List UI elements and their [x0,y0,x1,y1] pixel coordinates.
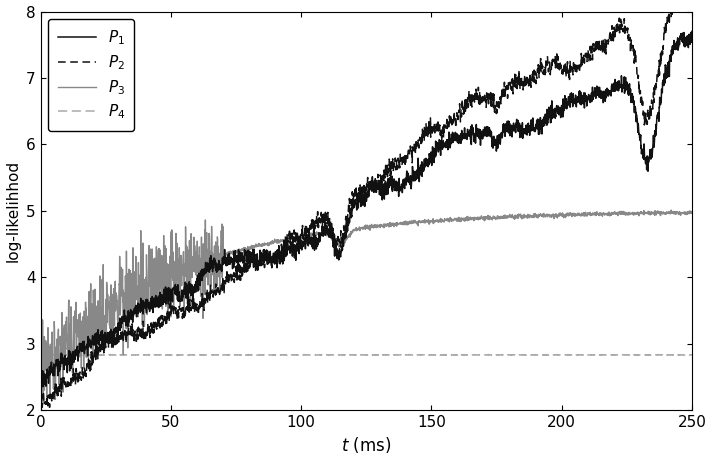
$P_1$ [51,373,59,378]
$P_4$ [106,352,115,357]
$P_4$ [567,352,576,358]
$P_2$ [593,47,602,52]
$P_1$ [594,84,602,90]
$P_3$ [567,212,576,218]
$P_4$ [688,352,696,358]
Line: $P_1$: $P_1$ [41,31,692,387]
$P_2$ [618,23,627,29]
$P_2$ [50,386,58,392]
$P_2$ [289,237,298,242]
$P_1$ [37,375,46,381]
$P_2$ [400,158,409,164]
$P_4$ [173,353,182,358]
$P_3$ [594,212,602,217]
$P_4$ [37,352,46,358]
$P_2$ [37,410,46,416]
$P_1$ [688,29,696,34]
$P_1$ [289,248,298,254]
$P_1$ [38,384,47,390]
$P_3$ [667,207,676,213]
$P_3$ [400,221,409,226]
$P_1$ [400,184,409,190]
$P_1$ [567,90,576,95]
$P_3$ [289,235,298,240]
$P_3$ [38,401,47,407]
$P_1$ [618,83,627,88]
X-axis label: $t$ (ms): $t$ (ms) [341,436,392,455]
Legend: $P_1$, $P_2$, $P_3$, $P_4$: $P_1$, $P_2$, $P_3$, $P_4$ [48,19,135,130]
Y-axis label: log-likelihhod: log-likelihhod [6,160,21,262]
$P_3$ [51,328,59,334]
$P_3$ [37,397,46,403]
$P_4$ [290,352,298,358]
$P_4$ [619,352,627,358]
Line: $P_2$: $P_2$ [41,0,692,413]
$P_3$ [688,210,696,215]
$P_4$ [400,352,409,358]
$P_4$ [594,352,602,358]
Line: $P_3$: $P_3$ [41,210,692,404]
$P_3$ [618,210,627,215]
$P_4$ [50,352,58,357]
$P_2$ [567,67,575,73]
